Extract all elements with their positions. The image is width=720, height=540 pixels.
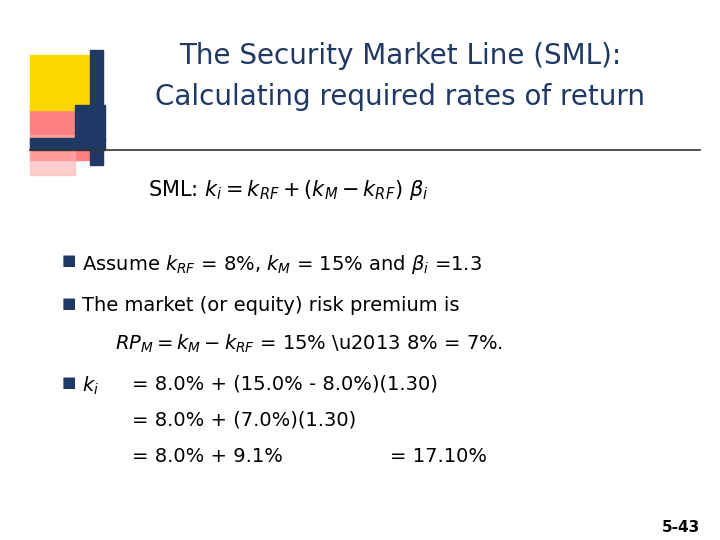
Bar bbox=[30, 105, 90, 160]
Text: ■: ■ bbox=[62, 296, 76, 311]
Text: ■: ■ bbox=[62, 375, 76, 390]
Text: = 8.0% + (15.0% - 8.0%)(1.30): = 8.0% + (15.0% - 8.0%)(1.30) bbox=[132, 375, 438, 394]
Bar bbox=[30, 138, 105, 150]
Text: SML: $k_i = k_{RF} + (k_M - k_{RF})\ \beta_i$: SML: $k_i = k_{RF} + (k_M - k_{RF})\ \be… bbox=[148, 178, 428, 202]
Text: ■: ■ bbox=[62, 253, 76, 268]
Text: Assume $k_{RF}$ = 8%, $k_M$ = 15% and $\beta_i$ =1.3: Assume $k_{RF}$ = 8%, $k_M$ = 15% and $\… bbox=[82, 253, 482, 276]
Text: The Security Market Line (SML):: The Security Market Line (SML): bbox=[179, 42, 621, 70]
Text: $k_i$: $k_i$ bbox=[82, 375, 99, 397]
Text: = 8.0% + 9.1%: = 8.0% + 9.1% bbox=[132, 447, 283, 466]
Text: $RP_M = k_M - k_{RF}$ = 15% \u2013 8% = 7%.: $RP_M = k_M - k_{RF}$ = 15% \u2013 8% = … bbox=[115, 333, 503, 355]
Text: Calculating required rates of return: Calculating required rates of return bbox=[155, 83, 645, 111]
Bar bbox=[90, 50, 103, 165]
Bar bbox=[30, 55, 95, 110]
Text: = 8.0% + (7.0%)(1.30): = 8.0% + (7.0%)(1.30) bbox=[132, 410, 356, 429]
Text: The market (or equity) risk premium is: The market (or equity) risk premium is bbox=[82, 296, 459, 315]
Bar bbox=[75, 105, 105, 140]
Text: 5-43: 5-43 bbox=[662, 520, 700, 535]
Bar bbox=[30, 135, 75, 175]
Text: = 17.10%: = 17.10% bbox=[390, 447, 487, 466]
